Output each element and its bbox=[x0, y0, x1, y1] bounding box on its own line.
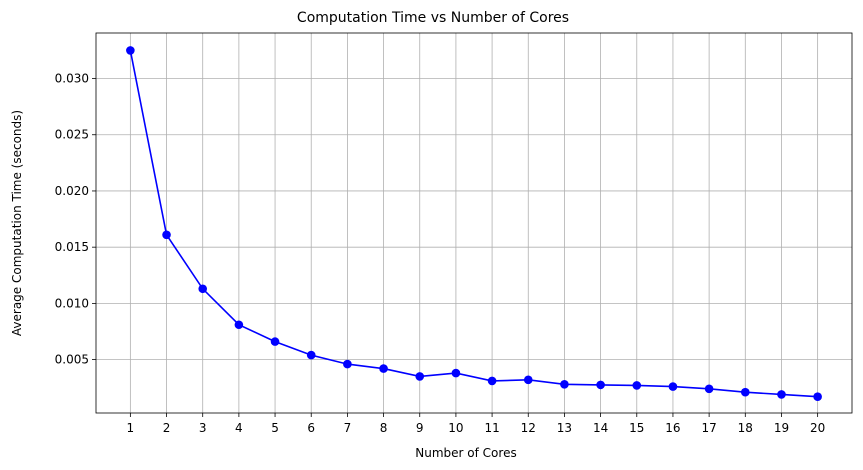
y-axis-label: Average Computation Time (seconds) bbox=[10, 110, 24, 336]
x-tick-label: 16 bbox=[665, 421, 680, 435]
x-tick-label: 17 bbox=[701, 421, 716, 435]
x-tick-label: 18 bbox=[738, 421, 753, 435]
x-tick-label: 4 bbox=[235, 421, 243, 435]
x-tick-label: 10 bbox=[448, 421, 463, 435]
grid bbox=[96, 33, 852, 413]
series-line-group bbox=[126, 46, 822, 401]
series-line bbox=[129, 50, 818, 398]
data-point bbox=[126, 46, 135, 55]
x-tick-label: 11 bbox=[484, 421, 499, 435]
x-axis: 1 2 3 4 5 6 7 8 9 10 11 12 13 14 15 16 17 18 19 20 bbox=[127, 413, 825, 435]
data-point bbox=[632, 381, 642, 390]
data-point bbox=[596, 380, 605, 390]
plot-frame bbox=[95, 32, 853, 414]
data-point bbox=[234, 320, 244, 330]
data-point bbox=[343, 359, 352, 369]
y-tick-label: 0.025 bbox=[55, 128, 89, 142]
data-point bbox=[813, 392, 822, 401]
x-tick-label: 12 bbox=[521, 421, 536, 435]
data-point bbox=[306, 350, 316, 360]
y-axis: 0.005 0.010 0.015 0.020 0.025 0.030 bbox=[55, 72, 96, 367]
chart-title: Computation Time vs Number of Cores bbox=[297, 10, 569, 26]
x-tick-label: 2 bbox=[163, 421, 171, 435]
x-tick-label: 9 bbox=[416, 421, 424, 435]
data-point bbox=[162, 230, 171, 240]
x-axis-label: Number of Cores bbox=[415, 446, 516, 460]
y-tick-label: 0.015 bbox=[55, 240, 89, 254]
x-tick-label: 5 bbox=[271, 421, 279, 435]
x-tick-label: 19 bbox=[774, 421, 789, 435]
x-tick-label: 20 bbox=[810, 421, 825, 435]
x-tick-label: 1 bbox=[127, 421, 135, 435]
y-tick-label: 0.005 bbox=[55, 353, 89, 367]
data-point bbox=[777, 390, 786, 399]
data-point bbox=[704, 384, 714, 394]
x-tick-label: 3 bbox=[199, 421, 207, 435]
data-point bbox=[198, 284, 208, 294]
x-tick-label: 13 bbox=[557, 421, 572, 435]
x-tick-label: 7 bbox=[344, 421, 352, 435]
data-point bbox=[270, 337, 280, 346]
data-point bbox=[523, 375, 533, 385]
data-point bbox=[451, 368, 461, 378]
data-point bbox=[379, 364, 388, 373]
x-tick-label: 6 bbox=[307, 421, 315, 435]
x-tick-label: 14 bbox=[593, 421, 608, 435]
x-tick-label: 15 bbox=[629, 421, 644, 435]
data-point bbox=[668, 382, 678, 391]
y-tick-label: 0.030 bbox=[55, 72, 89, 86]
data-point bbox=[560, 380, 569, 389]
x-tick-label: 8 bbox=[380, 421, 388, 435]
data-point bbox=[487, 376, 497, 386]
y-tick-label: 0.020 bbox=[55, 184, 89, 198]
data-point bbox=[740, 387, 750, 397]
y-tick-label: 0.010 bbox=[55, 296, 89, 310]
data-point bbox=[415, 372, 425, 381]
